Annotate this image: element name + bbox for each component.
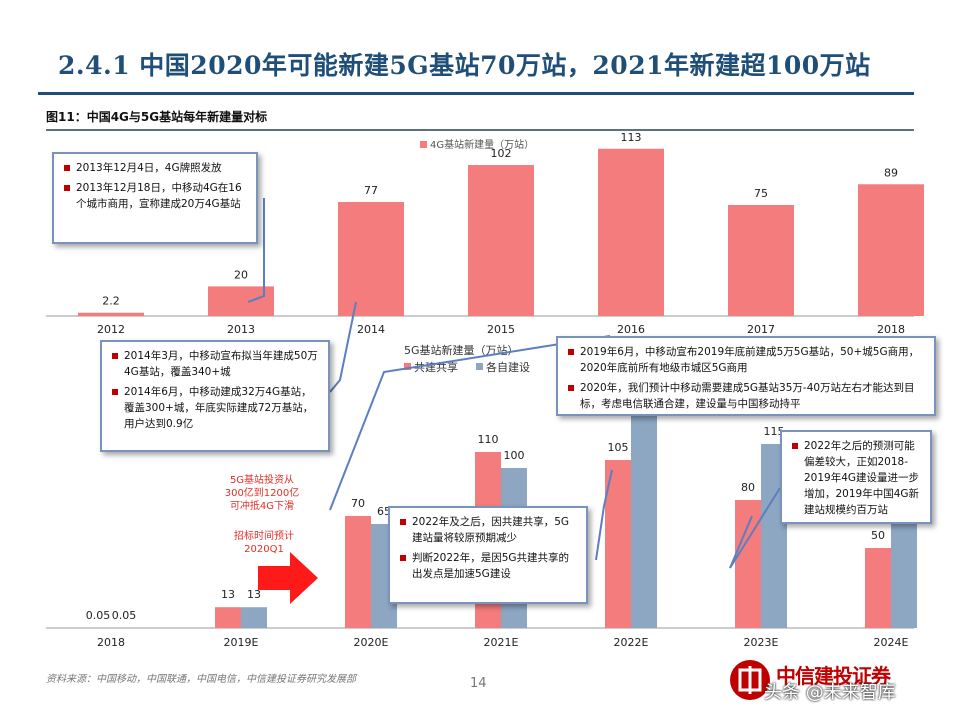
callout-connectors [247, 198, 781, 604]
note-item: 2019年6月，中移动宣布2019年底前建成5万5G基站，50+城5G商用，20… [566, 344, 926, 376]
tick-label-5g-2024E: 2024E [874, 636, 909, 649]
note-item: 2022年之后的预测可能偏差较大，正如2018-2019年4G建设量进一步增加，… [790, 438, 922, 518]
tick-label-4g-2013: 2013 [227, 323, 255, 336]
value-label-4g-2012: 2.2 [102, 295, 120, 308]
legend-label-shared: 共建共享 [414, 360, 458, 374]
bar-5g-shared-2024E [865, 548, 891, 628]
connector-2013 [247, 198, 265, 303]
brand-name: 中信建投证券 [776, 664, 891, 688]
connector-2022 [595, 469, 613, 561]
title-underline [38, 92, 914, 95]
tender-timing-annotation: 招标时间预计2020Q1 [234, 531, 294, 555]
watermark: 头条 @未来智库 [764, 682, 896, 703]
bar-5g-shared-2019E [215, 607, 241, 628]
bar-5g-shared-2023E [735, 500, 761, 628]
value-label-5g-own-2019E: 13 [247, 588, 261, 601]
value-label-5g-shared-2021E: 110 [478, 433, 499, 446]
tick-label-4g-2012: 2012 [97, 323, 125, 336]
value-label-4g-2016: 113 [621, 131, 642, 144]
legend-swatch-own [476, 363, 483, 370]
bar-5g-shared-2020E [345, 516, 371, 628]
brand-logo-icon [730, 660, 770, 700]
value-label-4g-2015: 102 [491, 147, 512, 160]
note-item: 判断2022年，是因5G共建共享的出发点是加速5G建设 [398, 550, 578, 582]
tick-label-4g-2016: 2016 [617, 323, 645, 336]
value-label-5g-own-2020E: 65 [377, 505, 391, 518]
value-label-5g-shared-2023E: 80 [741, 481, 755, 494]
bar-5g-own-2022E [631, 388, 657, 628]
note-2014-4g-buildout: 2014年3月，中移动宣布拟当年建成50万4G基站，覆盖340+城 2014年6… [100, 340, 330, 452]
bar-5g-shared-2022E [605, 460, 631, 628]
bar-5g-own-2019E [241, 607, 267, 628]
page-title: 2.4.1 中国2020年可能新建5G基站70万站，2021年新建超100万站 [58, 51, 871, 80]
value-label-5g-shared-2022E: 105 [608, 441, 629, 454]
note-item: 2020年，我们预计中移动需要建成5G基站35万-40万站左右才能达到目标，考虑… [566, 380, 926, 412]
note-2019-5g-target: 2019年6月，中移动宣布2019年底前建成5万5G基站，50+城5G商用，20… [556, 336, 936, 416]
value-label-4g-2013: 20 [234, 268, 248, 281]
bar-4g-2012 [78, 312, 144, 316]
value-label-5g-own-2023E: 115 [764, 425, 785, 438]
bar-4g-2015 [468, 165, 534, 316]
caption-divider [46, 129, 914, 131]
note-2023-forecast: 2022年之后的预测可能偏差较大，正如2018-2019年4G建设量进一步增加，… [780, 430, 932, 524]
legend-label-own: 各自建设 [486, 360, 530, 374]
chart-title-5g: 5G基站新建量（万站） [404, 343, 519, 357]
connector-2014 [329, 301, 357, 393]
value-label-4g-2018: 89 [884, 166, 898, 179]
note-item: 2014年3月，中移动宣布拟当年建成50万4G基站，覆盖340+城 [110, 348, 320, 380]
investment-annotation: 5G基站投资从300亿到1200亿可冲抵4G下滑 [224, 475, 300, 512]
figure-caption: 图11：中国4G与5G基站每年新建量对标 [46, 110, 268, 124]
note-item: 2014年6月，中移动建成32万4G基站，覆盖300+城，年底实际建成72万基站… [110, 384, 320, 432]
page-number: 14 [470, 676, 487, 691]
value-label-5g-own-2018: 0.05 [112, 609, 137, 622]
source-note: 资料来源：中国移动，中国联通，中国电信，中信建投证券研究发展部 [46, 674, 356, 685]
bar-4g-2016 [598, 148, 664, 316]
tick-label-4g-2018: 2018 [877, 323, 905, 336]
value-label-5g-shared-2024E: 50 [871, 529, 885, 542]
note-2013-4g-license: 2013年12月4日，4G牌照发放 2013年12月18日，中移动4G在16个城… [52, 152, 258, 244]
note-item: 2013年12月4日，4G牌照发放 [62, 160, 248, 176]
connector-2019 [329, 335, 611, 511]
tick-label-4g-2015: 2015 [487, 323, 515, 336]
note-2022-sharing: 2022年及之后，因共建共享，5G建站量将较原预期减少 判断2022年，是因5G… [388, 506, 588, 604]
legend-swatch-4g [420, 141, 427, 148]
upper-chart-4g: 4G基站新建量（万站） 2.2 2012 20 2013 77 2014 102 2015 113… [46, 131, 924, 336]
value-label-5g-shared-2020E: 70 [351, 497, 365, 510]
value-label-5g-shared-2018: 0.05 [86, 609, 111, 622]
tick-label-4g-2017: 2017 [747, 323, 775, 336]
bar-4g-2018 [858, 184, 924, 316]
tick-label-5g-2023E: 2023E [744, 636, 779, 649]
connector-2023 [729, 487, 781, 569]
value-label-4g-2014: 77 [364, 184, 378, 197]
legend-swatch-shared [404, 363, 411, 370]
value-label-5g-own-2021E: 100 [504, 449, 525, 462]
note-item: 2022年及之后，因共建共享，5G建站量将较原预期减少 [398, 514, 578, 546]
value-label-4g-2017: 75 [754, 187, 768, 200]
bar-4g-2017 [728, 205, 794, 316]
tick-label-5g-2020E: 2020E [354, 636, 389, 649]
highlight-arrow-icon [258, 552, 318, 604]
tick-label-4g-2014: 2014 [357, 323, 385, 336]
note-item: 2013年12月18日，中移动4G在16个城市商用，宣称建成20万4G基站 [62, 180, 248, 212]
tick-label-5g-2021E: 2021E [484, 636, 519, 649]
tick-label-5g-2018: 2018 [97, 636, 125, 649]
tick-label-5g-2022E: 2022E [614, 636, 649, 649]
tick-label-5g-2019E: 2019E [224, 636, 259, 649]
legend-label-4g: 4G基站新建量（万站） [430, 138, 534, 151]
bar-4g-2014 [338, 202, 404, 316]
value-label-5g-shared-2019E: 13 [221, 588, 235, 601]
